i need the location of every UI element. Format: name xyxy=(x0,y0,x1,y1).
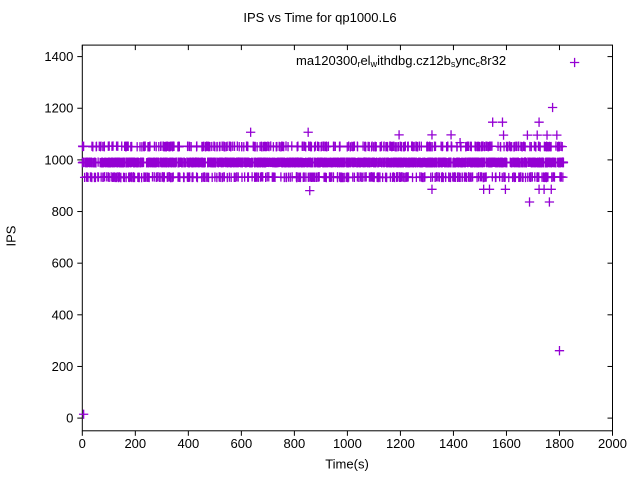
svg-text:0: 0 xyxy=(79,436,86,451)
svg-text:600: 600 xyxy=(52,256,74,271)
svg-text:1200: 1200 xyxy=(44,101,73,116)
svg-text:800: 800 xyxy=(52,204,74,219)
svg-text:1400: 1400 xyxy=(439,436,468,451)
svg-text:400: 400 xyxy=(52,307,74,322)
svg-text:200: 200 xyxy=(124,436,146,451)
svg-text:1000: 1000 xyxy=(44,152,73,167)
svg-text:1400: 1400 xyxy=(44,49,73,64)
svg-text:2000: 2000 xyxy=(598,436,627,451)
svg-text:1600: 1600 xyxy=(492,436,521,451)
svg-text:0: 0 xyxy=(66,411,73,426)
svg-text:600: 600 xyxy=(231,436,253,451)
svg-text:1200: 1200 xyxy=(386,436,415,451)
svg-text:1000: 1000 xyxy=(333,436,362,451)
svg-text:200: 200 xyxy=(52,359,74,374)
svg-text:400: 400 xyxy=(177,436,199,451)
svg-text:1800: 1800 xyxy=(545,436,574,451)
svg-text:800: 800 xyxy=(284,436,306,451)
